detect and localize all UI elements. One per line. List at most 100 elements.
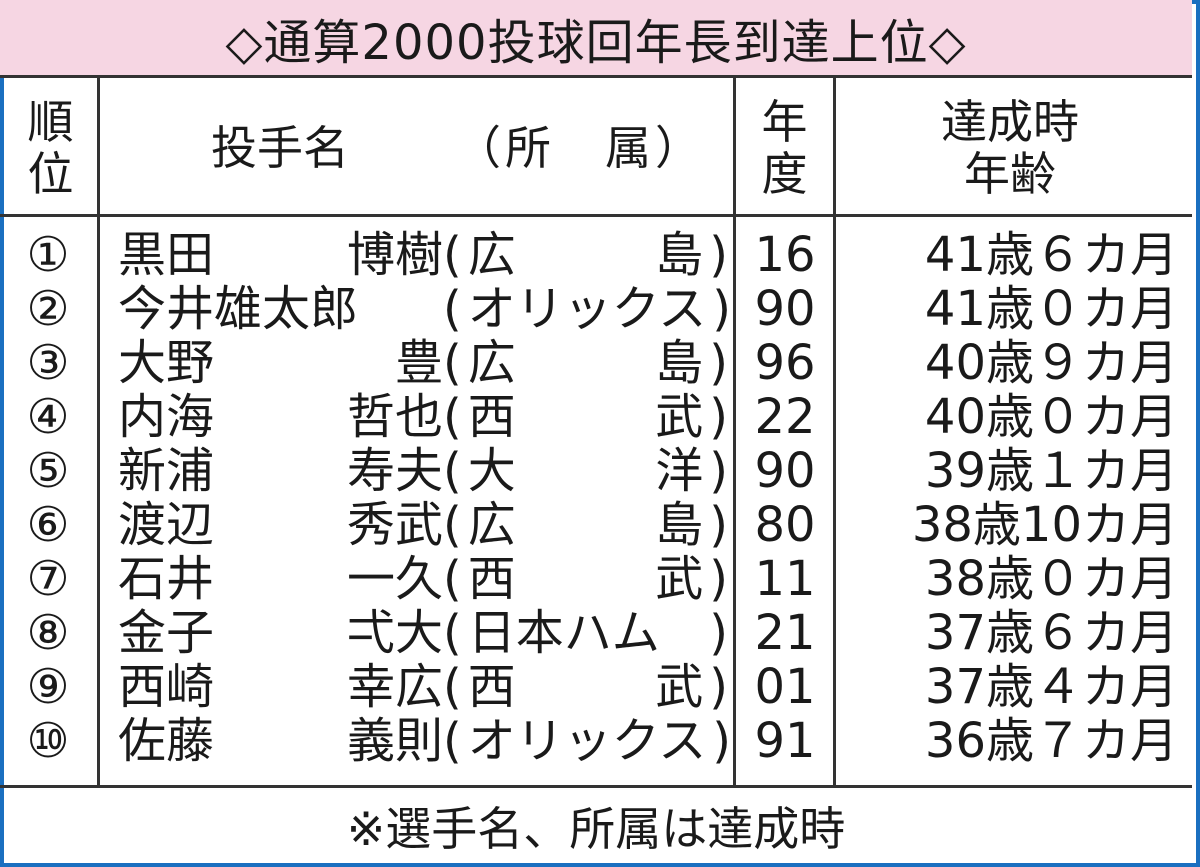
header-name: 投手名 bbox=[211, 120, 349, 175]
pitcher-cell: 今井雄太郎 (オリックス) bbox=[118, 281, 732, 337]
pitcher-cell: 西崎 幸広 (西武) bbox=[118, 660, 730, 714]
header-year: 年度 bbox=[761, 94, 808, 201]
age: 37歳６カ月 bbox=[924, 605, 1178, 661]
pitcher-cell: 金子 弌大 (日本ハム) bbox=[118, 606, 730, 660]
year: 91 bbox=[754, 713, 816, 769]
table-row: ⑥ 渡辺 秀武 (広島) 80 38歳10カ月 bbox=[0, 498, 1192, 552]
team-name: 西武 bbox=[467, 551, 704, 607]
team: (大洋) bbox=[443, 443, 728, 499]
pitcher-cell: 黒田 博樹 (広島) bbox=[118, 228, 730, 282]
age: 41歳０カ月 bbox=[924, 281, 1178, 337]
rank: ② bbox=[26, 281, 70, 337]
team: (広島) bbox=[443, 227, 728, 283]
pitcher-family-name: 大野 bbox=[118, 335, 215, 391]
table-row: ② 今井雄太郎 (オリックス) 90 41歳０カ月 bbox=[0, 282, 1192, 336]
pitcher-family-name: 石井 bbox=[118, 551, 215, 607]
team-name: 広島 bbox=[467, 497, 704, 553]
team: (オリックス) bbox=[443, 281, 732, 337]
pitcher-family-name: 黒田 bbox=[118, 227, 215, 283]
team: (広島) bbox=[443, 497, 728, 553]
year: 96 bbox=[754, 335, 816, 391]
age: 38歳10カ月 bbox=[911, 497, 1178, 553]
divider bbox=[0, 785, 1192, 788]
rank: ⑧ bbox=[26, 605, 70, 661]
age: 41歳６カ月 bbox=[924, 227, 1178, 283]
pitcher-family-name: 内海 bbox=[118, 389, 215, 445]
table-row: ⑦ 石井 一久 (西武) 11 38歳０カ月 bbox=[0, 552, 1192, 606]
table-row: ⑨ 西崎 幸広 (西武) 01 37歳４カ月 bbox=[0, 660, 1192, 714]
table-row: ① 黒田 博樹 (広島) 16 41歳６カ月 bbox=[0, 228, 1192, 282]
team: (オリックス) bbox=[443, 713, 732, 769]
age: 36歳７カ月 bbox=[924, 713, 1178, 769]
table-row: ⑤ 新浦 寿夫 (大洋) 90 39歳１カ月 bbox=[0, 444, 1192, 498]
pitcher-given-name: 一久 bbox=[346, 551, 443, 607]
team-name: 広島 bbox=[467, 227, 704, 283]
pitcher-given-name: 義則 bbox=[346, 713, 443, 769]
pitcher-family-name: 西崎 bbox=[118, 659, 215, 715]
divider bbox=[733, 78, 736, 786]
team-name: 日本ハム bbox=[467, 605, 660, 661]
team: (広島) bbox=[443, 335, 728, 391]
table-row: ⑩ 佐藤 義則 (オリックス) 91 36歳７カ月 bbox=[0, 714, 1192, 768]
divider bbox=[0, 214, 1192, 217]
pitcher-cell: 内海 哲也 (西武) bbox=[118, 390, 730, 444]
header-rank: 順位 bbox=[27, 94, 74, 201]
pitcher-cell: 石井 一久 (西武) bbox=[118, 552, 730, 606]
age: 37歳４カ月 bbox=[924, 659, 1178, 715]
pitcher-cell: 渡辺 秀武 (広島) bbox=[118, 498, 730, 552]
pitcher-family-name: 佐藤 bbox=[118, 713, 215, 769]
table-row: ⑧ 金子 弌大 (日本ハム) 21 37歳６カ月 bbox=[0, 606, 1192, 660]
table-title: ◇通算2000投球回年長到達上位◇ bbox=[0, 0, 1192, 78]
pitcher-given-name: 博樹 bbox=[346, 227, 443, 283]
pitcher-cell: 佐藤 義則 (オリックス) bbox=[118, 713, 732, 769]
table-body: ① 黒田 博樹 (広島) 16 41歳６カ月 ② 今井雄太郎 (オリックス) 90… bbox=[0, 228, 1192, 768]
pitcher-given-name: 寿夫 bbox=[346, 443, 443, 499]
header-team: （所 属） bbox=[455, 120, 705, 175]
rank: ① bbox=[26, 227, 70, 283]
pitcher-given-name: 豊 bbox=[394, 335, 443, 391]
pitcher-given-name: 秀武 bbox=[346, 497, 443, 553]
team-name: 西武 bbox=[467, 659, 704, 715]
divider bbox=[97, 78, 100, 786]
age: 40歳０カ月 bbox=[924, 389, 1178, 445]
pitcher-family-name: 新浦 bbox=[118, 443, 215, 499]
team-name: 大洋 bbox=[467, 443, 704, 499]
pitcher-family-name: 渡辺 bbox=[118, 497, 215, 553]
team-name: 西武 bbox=[467, 389, 704, 445]
rank: ③ bbox=[26, 335, 70, 391]
team-name: 広島 bbox=[467, 335, 704, 391]
rank: ⑨ bbox=[26, 659, 70, 715]
year: 01 bbox=[754, 659, 816, 715]
pitcher-given-name bbox=[238, 282, 443, 336]
table-row: ③ 大野 豊 (広島) 96 40歳９カ月 bbox=[0, 336, 1192, 390]
team-name: オリックス bbox=[467, 713, 707, 769]
pitcher-family-name: 金子 bbox=[118, 605, 215, 661]
team: (西武) bbox=[443, 551, 728, 607]
pitcher-cell: 大野 豊 (広島) bbox=[118, 336, 730, 390]
rank: ⑦ bbox=[26, 551, 70, 607]
year: 90 bbox=[754, 281, 816, 337]
age: 40歳９カ月 bbox=[924, 335, 1178, 391]
year: 11 bbox=[754, 551, 816, 607]
table-row: ④ 内海 哲也 (西武) 22 40歳０カ月 bbox=[0, 390, 1192, 444]
pitcher-family-name: 今井雄太郎 bbox=[118, 281, 359, 337]
year: 22 bbox=[754, 389, 816, 445]
year: 16 bbox=[754, 227, 816, 283]
rank: ④ bbox=[26, 389, 70, 445]
rank: ⑩ bbox=[26, 713, 70, 769]
rank: ⑥ bbox=[26, 497, 70, 553]
rank: ⑤ bbox=[26, 443, 70, 499]
age: 38歳０カ月 bbox=[924, 551, 1178, 607]
pitcher-cell: 新浦 寿夫 (大洋) bbox=[118, 444, 730, 498]
pitcher-given-name: 哲也 bbox=[346, 389, 443, 445]
divider bbox=[833, 78, 836, 786]
year: 80 bbox=[754, 497, 816, 553]
team-name: オリックス bbox=[467, 281, 707, 337]
team: (日本ハム) bbox=[443, 605, 728, 661]
age: 39歳１カ月 bbox=[924, 443, 1178, 499]
year: 21 bbox=[754, 605, 816, 661]
pitcher-given-name: 幸広 bbox=[346, 659, 443, 715]
pitcher-given-name: 弌大 bbox=[346, 605, 443, 661]
year: 90 bbox=[754, 443, 816, 499]
footnote: ※選手名、所属は達成時 bbox=[346, 801, 846, 856]
